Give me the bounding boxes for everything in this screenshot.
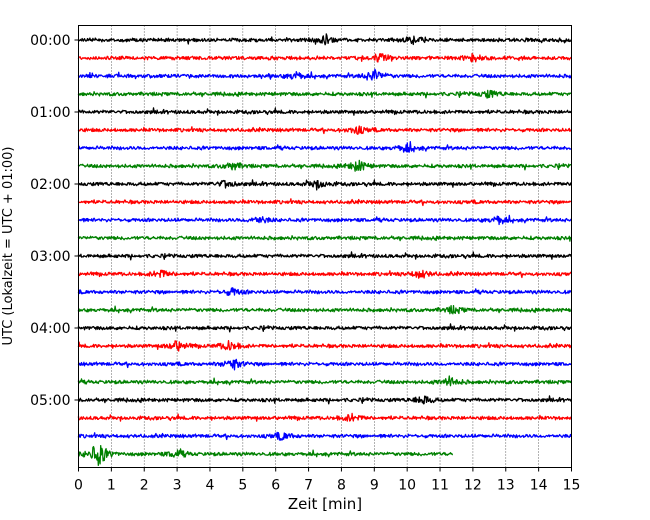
seismic-traces	[77, 33, 572, 467]
x-axis: 0 1 2 3 4 5 6 7 8 9 10 11 12 13 14 15	[74, 467, 581, 494]
trace-row-22	[77, 431, 572, 441]
x-tick-label: 12	[464, 478, 482, 494]
trace-row-20	[77, 395, 572, 405]
trace-row-10	[77, 214, 572, 226]
y-tick-label: 01:00	[30, 105, 70, 121]
trace-row-12	[77, 251, 572, 261]
trace-row-13	[77, 269, 572, 279]
y-tick-label: 00:00	[30, 33, 70, 49]
x-tick-label: 10	[398, 478, 416, 494]
x-tick-label: 4	[206, 478, 215, 494]
x-tick-label: 14	[530, 478, 548, 494]
x-tick-label: 13	[497, 478, 515, 494]
x-tick-label: 6	[271, 478, 280, 494]
trace-row-23	[77, 444, 454, 467]
trace-row-11	[77, 235, 572, 242]
x-tick-label: 7	[304, 478, 313, 494]
y-tick-label: 04:00	[30, 321, 70, 337]
x-tick-label: 0	[74, 478, 83, 494]
x-tick-label: 1	[107, 478, 116, 494]
x-tick-label: 9	[370, 478, 379, 494]
trace-row-17	[77, 339, 572, 352]
trace-row-7	[77, 159, 572, 172]
trace-row-3	[77, 89, 572, 99]
trace-row-15	[77, 304, 572, 315]
trace-row-8	[77, 179, 572, 191]
trace-row-1	[77, 52, 572, 63]
trace-row-4	[77, 107, 572, 116]
x-tick-label: 15	[563, 478, 581, 494]
trace-row-5	[77, 125, 572, 135]
trace-row-2	[77, 68, 572, 81]
trace-row-16	[77, 323, 572, 333]
y-tick-label: 02:00	[30, 177, 70, 193]
x-axis-label: Zeit [min]	[288, 495, 362, 513]
trace-row-14	[77, 287, 572, 296]
trace-row-19	[77, 375, 572, 387]
trace-row-9	[77, 198, 572, 207]
y-tick-label: 05:00	[30, 393, 70, 409]
trace-row-6	[77, 141, 572, 153]
x-tick-label: 11	[431, 478, 449, 494]
y-axis: 00:00 01:00 02:00 03:00 04:00 05:00	[30, 33, 79, 409]
trace-row-18	[77, 358, 572, 371]
y-axis-label: UTC (Lokalzeit = UTC + 01:00)	[1, 147, 16, 346]
trace-row-21	[77, 412, 572, 422]
plot-frame	[78, 25, 572, 468]
trace-row-0	[77, 33, 572, 46]
x-tick-label: 2	[140, 478, 149, 494]
x-tick-label: 5	[238, 478, 247, 494]
x-tick-label: 3	[173, 478, 182, 494]
x-tick-label: 8	[337, 478, 346, 494]
y-tick-label: 03:00	[30, 249, 70, 265]
